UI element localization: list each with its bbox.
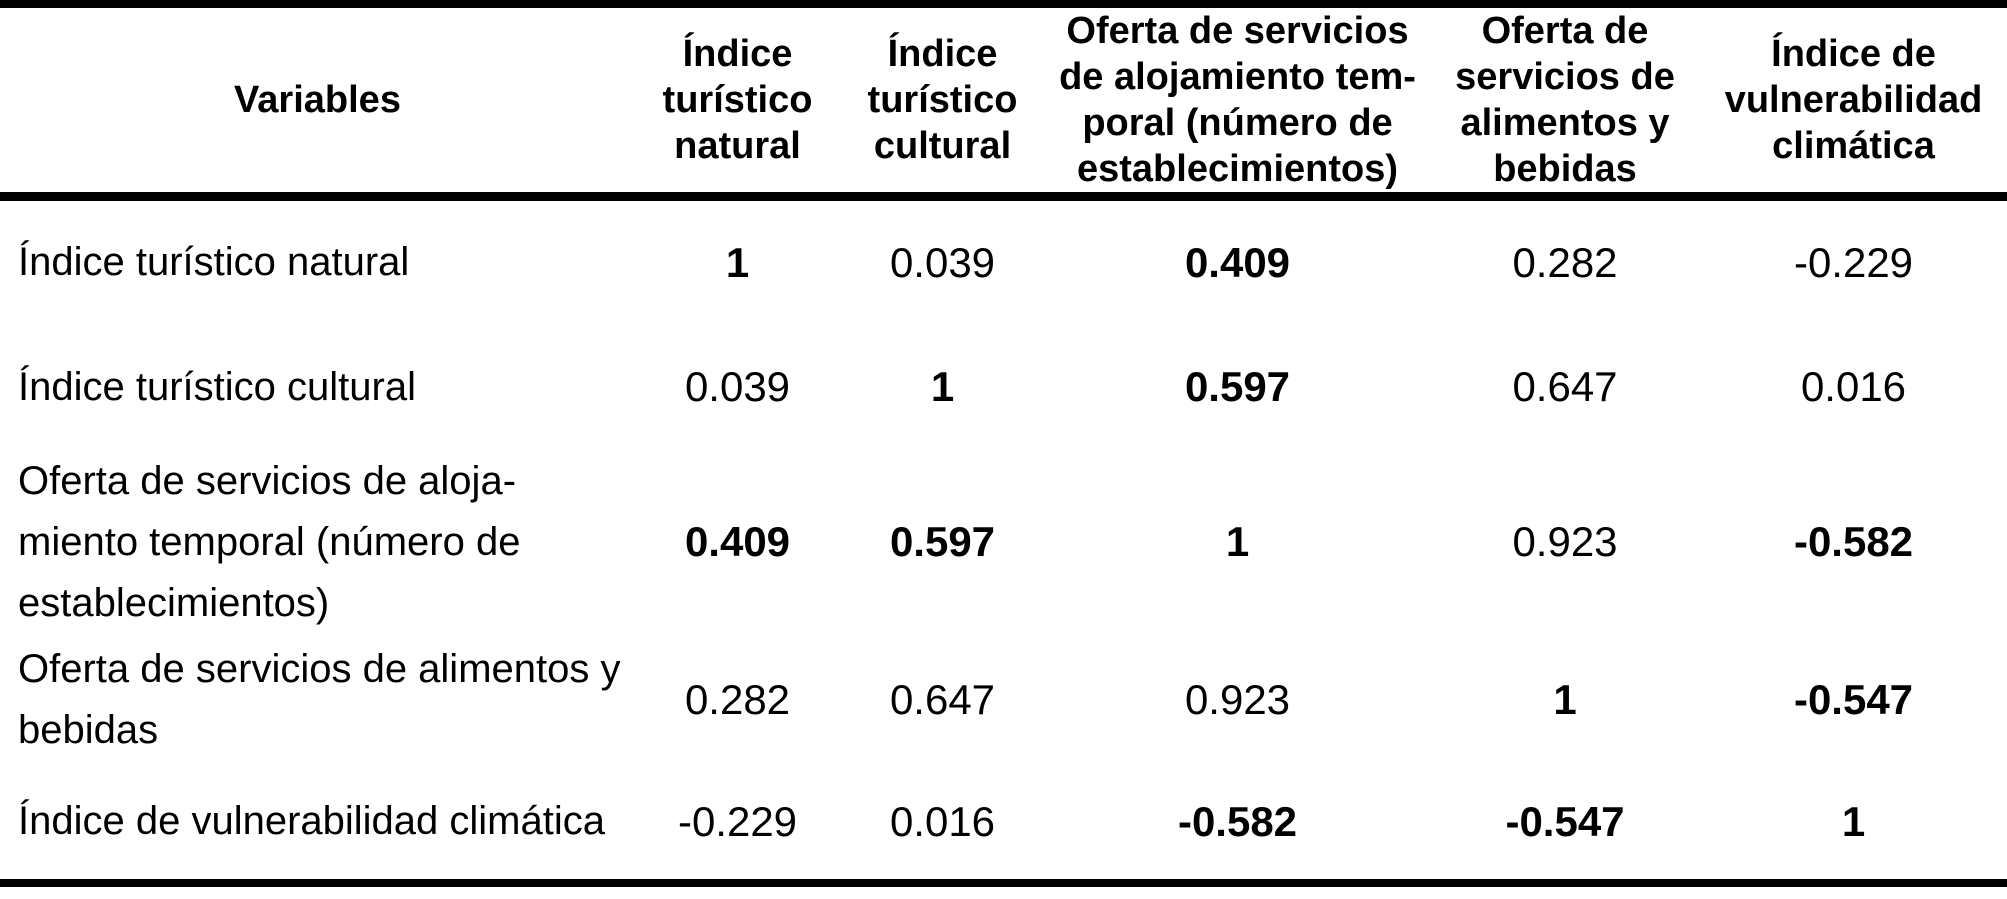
table-header: Variables Índice turístico natural Índic… bbox=[0, 4, 2007, 201]
value-cell: 0.409 bbox=[1184, 238, 1291, 286]
value-cell: -0.229 bbox=[677, 797, 798, 845]
header-oferta-alojamiento-temporal: Oferta de servicios de alojamiento tem- … bbox=[1045, 4, 1430, 201]
value-cell: 0.039 bbox=[684, 363, 791, 410]
value-cell: 0.923 bbox=[1184, 675, 1291, 723]
value-cell: 0.923 bbox=[1512, 518, 1618, 565]
value-cell: 0.647 bbox=[1512, 363, 1618, 410]
value-cell: 1 bbox=[930, 363, 955, 410]
value-cell: 1 bbox=[1553, 675, 1577, 723]
row-label: Oferta de servicios de alimentos y bebid… bbox=[18, 646, 621, 752]
header-indice-turistico-natural: Índice turístico natural bbox=[635, 4, 840, 201]
table-row-indice-turistico-cultural: Índice turístico cultural 0.039 1 0.597 … bbox=[0, 325, 2007, 450]
header-variables: Variables bbox=[0, 4, 635, 201]
value-cell: 0.409 bbox=[684, 518, 791, 565]
value-cell: -0.582 bbox=[1177, 797, 1298, 845]
header-indice-turistico-cultural: Índice turístico cultural bbox=[840, 4, 1045, 201]
value-cell: 0.039 bbox=[889, 238, 996, 286]
value-cell: 1 bbox=[1225, 518, 1250, 565]
table-row-oferta-alojamiento-temporal: Oferta de servicios de aloja- miento tem… bbox=[0, 450, 2007, 635]
value-cell: 0.647 bbox=[889, 675, 996, 723]
table-row-oferta-alimentos-bebidas: Oferta de servicios de alimentos y bebid… bbox=[0, 635, 2007, 765]
value-cell: 0.016 bbox=[1800, 363, 1907, 410]
value-cell: -0.229 bbox=[1793, 238, 1914, 286]
value-cell: 0.597 bbox=[1184, 363, 1291, 410]
value-cell: -0.582 bbox=[1793, 518, 1914, 565]
value-cell: 0.282 bbox=[684, 675, 791, 723]
value-cell: 0.016 bbox=[889, 797, 996, 845]
value-cell: 1 bbox=[725, 238, 750, 286]
table-row-indice-turistico-natural: Índice turístico natural 1 0.039 0.409 0… bbox=[0, 197, 2007, 325]
value-cell: -0.547 bbox=[1505, 797, 1625, 845]
value-cell: 1 bbox=[1841, 797, 1866, 845]
row-label: Oferta de servicios de aloja- miento tem… bbox=[18, 458, 521, 625]
row-label: Índice turístico natural bbox=[18, 240, 410, 285]
header-vulnerabilidad-climatica: Índice de vulnerabilidad climática bbox=[1700, 4, 2007, 201]
table-body: Índice turístico natural 1 0.039 0.409 0… bbox=[0, 197, 2007, 883]
header-row: Variables Índice turístico natural Índic… bbox=[0, 4, 2007, 201]
header-oferta-alimentos-bebidas: Oferta de servicios de alimentos y bebid… bbox=[1430, 4, 1700, 201]
row-label: Índice turístico cultural bbox=[18, 364, 416, 409]
table-row-vulnerabilidad-climatica: Índice de vulnerabilidad climática -0.22… bbox=[0, 765, 2007, 883]
value-cell: -0.547 bbox=[1793, 675, 1914, 723]
value-cell: 0.282 bbox=[1512, 238, 1618, 286]
value-cell: 0.597 bbox=[889, 518, 996, 565]
row-label: Índice de vulnerabilidad climática bbox=[18, 799, 605, 843]
